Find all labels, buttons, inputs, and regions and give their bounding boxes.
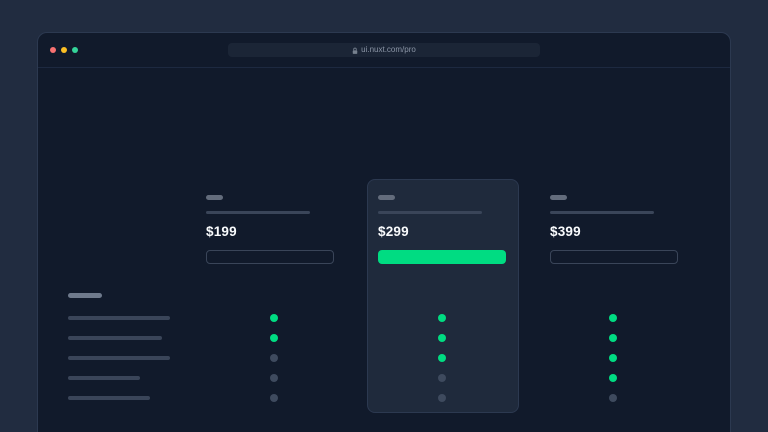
feature-included-dot xyxy=(609,354,617,362)
feature-included-dot xyxy=(438,314,446,322)
plan-subtitle-skeleton xyxy=(206,211,310,214)
plan-1-feature-dots xyxy=(270,314,278,402)
feature-included-dot xyxy=(609,334,617,342)
plan-title-skeleton xyxy=(378,195,395,200)
plan-2-feature-dots xyxy=(438,314,446,402)
plan-column-3: $399 xyxy=(550,195,678,264)
lock-icon xyxy=(352,46,358,54)
plan-select-button[interactable] xyxy=(550,250,678,264)
feature-included-dot xyxy=(609,374,617,382)
plan-column-1: $199 xyxy=(206,195,334,264)
plan-title-skeleton xyxy=(206,195,223,200)
plan-column-2: $299 xyxy=(378,195,506,264)
feature-label-skeleton xyxy=(68,356,170,360)
plan-3-feature-dots xyxy=(609,314,617,402)
feature-included-dot xyxy=(438,334,446,342)
feature-excluded-dot xyxy=(270,394,278,402)
feature-included-dot xyxy=(609,314,617,322)
plan-price: $199 xyxy=(206,224,237,239)
address-bar[interactable]: ui.nuxt.com/pro xyxy=(228,43,540,57)
plan-title-skeleton xyxy=(550,195,567,200)
feature-excluded-dot xyxy=(270,354,278,362)
maximize-button[interactable] xyxy=(72,47,78,53)
plan-price: $299 xyxy=(378,224,409,239)
plan-select-button-primary[interactable] xyxy=(378,250,506,264)
features-heading-skeleton xyxy=(68,293,102,298)
plan-subtitle-skeleton xyxy=(378,211,482,214)
feature-included-dot xyxy=(270,334,278,342)
browser-titlebar: ui.nuxt.com/pro xyxy=(38,33,730,68)
feature-label-skeleton xyxy=(68,376,140,380)
minimize-button[interactable] xyxy=(61,47,67,53)
feature-excluded-dot xyxy=(609,394,617,402)
plan-price: $399 xyxy=(550,224,581,239)
feature-excluded-dot xyxy=(438,374,446,382)
window-controls xyxy=(50,33,78,67)
page-content: $199 $299 $399 xyxy=(38,68,730,432)
close-button[interactable] xyxy=(50,47,56,53)
url-text: ui.nuxt.com/pro xyxy=(361,45,416,54)
feature-excluded-dot xyxy=(438,394,446,402)
feature-excluded-dot xyxy=(270,374,278,382)
feature-included-dot xyxy=(270,314,278,322)
feature-label-skeleton xyxy=(68,336,162,340)
plan-subtitle-skeleton xyxy=(550,211,654,214)
feature-included-dot xyxy=(438,354,446,362)
browser-window: ui.nuxt.com/pro $199 $299 $399 xyxy=(37,32,731,432)
plan-select-button[interactable] xyxy=(206,250,334,264)
feature-label-skeleton xyxy=(68,316,170,320)
feature-label-skeleton xyxy=(68,396,150,400)
